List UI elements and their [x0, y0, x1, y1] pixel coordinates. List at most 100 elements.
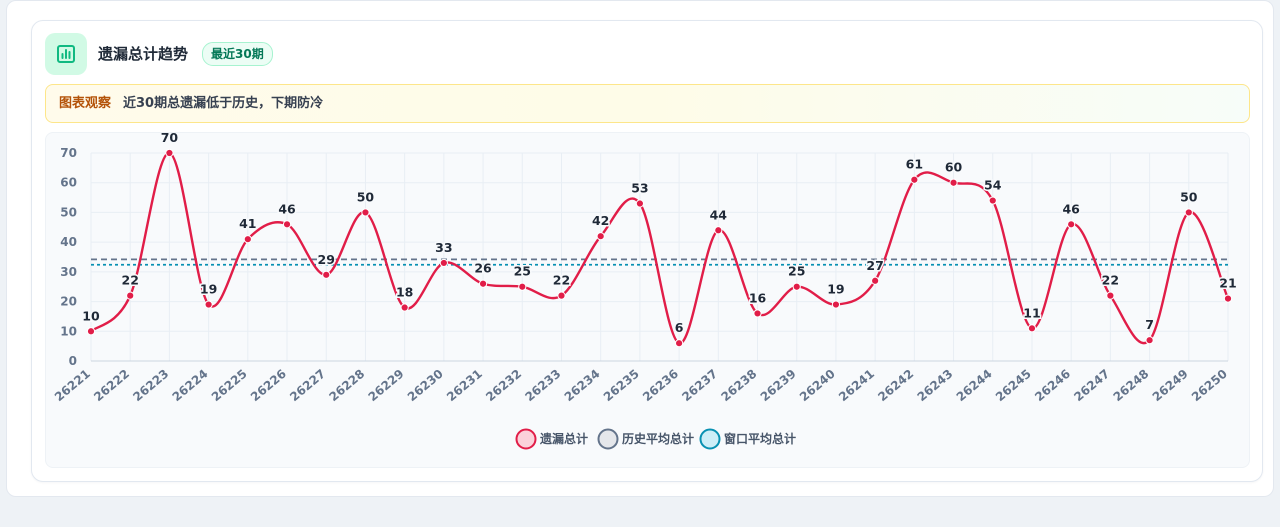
data-label: 41: [239, 216, 256, 231]
bar-chart-icon: [45, 33, 87, 75]
data-point: [753, 309, 762, 318]
data-point: [400, 303, 409, 312]
y-tick-label: 60: [60, 176, 77, 190]
x-tick-label: 26228: [326, 367, 367, 405]
period-badge: 最近30期: [202, 42, 273, 66]
insight-text: 近30期总遗漏低于历史，下期防冷: [123, 96, 324, 111]
data-label: 29: [318, 252, 335, 267]
x-tick-label: 26233: [522, 367, 563, 405]
data-label: 25: [514, 264, 531, 279]
data-point: [949, 178, 958, 187]
x-tick-label: 26247: [1071, 367, 1112, 405]
data-point: [871, 276, 880, 285]
x-tick-label: 26224: [170, 367, 211, 405]
page-container: 遗漏总计趋势 最近30期 图表观察 近30期总遗漏低于历史，下期防冷 0 10 20…: [6, 0, 1274, 497]
x-tick-label: 26245: [993, 367, 1034, 405]
data-label: 61: [906, 157, 923, 172]
data-point: [86, 327, 96, 336]
x-tick-label: 26240: [797, 367, 838, 405]
data-label: 44: [710, 207, 728, 222]
x-tick-label: 26229: [366, 367, 407, 405]
data-label: 46: [278, 201, 296, 216]
data-label: 50: [357, 189, 375, 204]
trend-card: 遗漏总计趋势 最近30期 图表观察 近30期总遗漏低于历史，下期防冷 0 10 20…: [31, 20, 1263, 482]
data-label: 22: [122, 273, 139, 288]
data-point: [1184, 208, 1193, 217]
x-tick-label: 26223: [130, 367, 171, 405]
data-label: 46: [1062, 201, 1080, 216]
y-tick-label: 20: [60, 295, 77, 309]
data-label: 25: [788, 264, 805, 279]
x-tick-label: 26243: [914, 367, 955, 405]
data-point: [165, 148, 174, 158]
data-label: 6: [675, 320, 684, 335]
x-tick-label: 26230: [405, 367, 446, 405]
x-tick-label: 26232: [483, 367, 524, 405]
data-label: 7: [1145, 317, 1154, 332]
x-tick-label: 26235: [601, 367, 642, 405]
data-label: 27: [866, 258, 883, 273]
x-tick-label: 26234: [562, 367, 603, 405]
x-tick-label: 26246: [1032, 367, 1073, 405]
y-tick-label: 10: [60, 324, 77, 338]
data-label: 16: [749, 290, 767, 305]
data-point: [1145, 336, 1154, 345]
card-title: 遗漏总计趋势: [98, 45, 189, 63]
x-tick-label: 26249: [1150, 367, 1191, 405]
insight-banner: 图表观察 近30期总遗漏低于历史，下期防冷: [45, 84, 1250, 123]
x-tick-label: 26231: [444, 367, 485, 405]
data-point: [439, 258, 448, 268]
x-tick-label: 26241: [836, 367, 877, 405]
data-label: 53: [631, 181, 648, 196]
y-tick-label: 40: [60, 235, 77, 249]
data-point: [714, 226, 723, 235]
legend-item: 历史平均总计: [597, 428, 694, 450]
data-label: 54: [984, 178, 1002, 193]
y-tick-label: 50: [60, 205, 77, 219]
legend-label: 历史平均总计: [622, 431, 694, 446]
x-tick-label: 26250: [1189, 367, 1230, 405]
x-tick-label: 26236: [640, 367, 681, 405]
data-point: [988, 196, 997, 205]
data-point: [1027, 324, 1037, 333]
data-label: 50: [1180, 189, 1198, 204]
data-label: 10: [82, 308, 100, 323]
chart-panel: 0 10 20 30 40 50 60 70 26221 26222 26223 26224 26225…: [45, 132, 1250, 468]
data-point: [1106, 291, 1115, 300]
legend-item: 窗口平均总计: [699, 428, 796, 450]
series-line: [90, 151, 1230, 345]
x-tick-label: 26239: [758, 367, 799, 405]
x-tick-label: 26244: [954, 367, 995, 405]
data-point: [204, 300, 213, 309]
trend-line-chart: 0102030405060702622126222262232622426225…: [52, 133, 1238, 450]
insight-label: 图表观察: [59, 96, 112, 111]
data-point: [1223, 294, 1233, 303]
data-point: [675, 339, 684, 348]
data-label: 22: [1102, 273, 1119, 288]
x-tick-label: 26237: [679, 367, 720, 405]
legend-swatch: [597, 428, 619, 450]
data-label: 42: [592, 213, 609, 228]
x-tick-label: 26248: [1111, 367, 1152, 405]
data-label: 70: [161, 133, 179, 145]
x-tick-label: 26238: [718, 367, 759, 405]
data-point: [126, 291, 135, 300]
legend-swatch: [699, 428, 721, 450]
x-tick-label: 26242: [875, 367, 916, 405]
data-label: 18: [396, 285, 413, 300]
data-label: 33: [435, 240, 452, 255]
data-label: 26: [474, 261, 492, 276]
data-point: [635, 199, 644, 208]
data-label: 19: [200, 282, 217, 297]
x-tick-label: 26225: [209, 367, 250, 405]
data-label: 21: [1219, 276, 1236, 291]
data-point: [1067, 220, 1076, 229]
x-tick-label: 26222: [91, 367, 132, 405]
data-label: 19: [827, 282, 844, 297]
x-tick-label: 26227: [287, 367, 328, 405]
data-point: [243, 235, 252, 244]
data-point: [518, 282, 527, 291]
data-point: [792, 282, 801, 291]
data-point: [322, 270, 331, 279]
legend-item: 遗漏总计: [515, 428, 588, 450]
